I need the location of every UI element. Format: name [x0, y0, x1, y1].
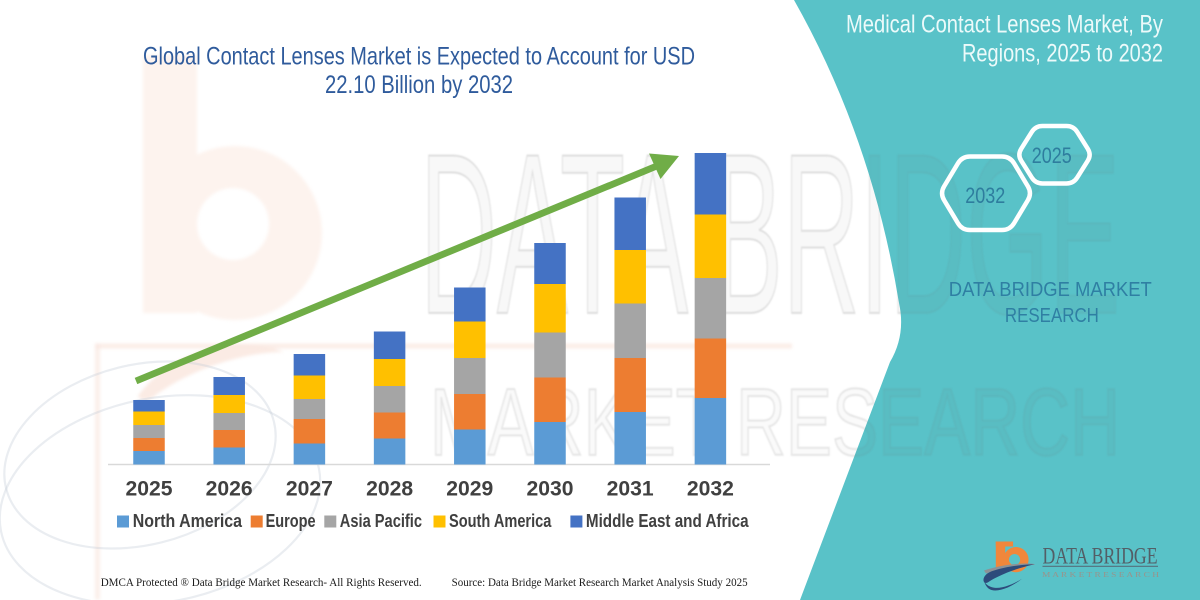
svg-text:DMCA Protected ® Data Bridge M: DMCA Protected ® Data Bridge Market Rese…: [101, 577, 422, 589]
svg-text:Source: Data Bridge Market Res: Source: Data Bridge Market Research Mark…: [452, 577, 748, 589]
svg-text:2030: 2030: [527, 478, 574, 501]
svg-text:North America: North America: [133, 511, 243, 531]
svg-text:Global Contact Lenses Market i: Global Contact Lenses Market is Expected…: [143, 43, 695, 71]
svg-text:2025: 2025: [1032, 143, 1072, 168]
svg-text:MARKET RESEARCH: MARKET RESEARCH: [430, 369, 1120, 476]
svg-text:Medical Contact Lenses Market,: Medical Contact Lenses Market, By: [846, 11, 1163, 39]
svg-text:2025: 2025: [126, 478, 173, 501]
svg-text:2032: 2032: [965, 183, 1005, 208]
svg-text:Asia Pacific: Asia Pacific: [340, 511, 422, 531]
svg-text:RESEARCH: RESEARCH: [1005, 305, 1099, 327]
svg-text:DATA BRIDGE MARKET: DATA BRIDGE MARKET: [949, 279, 1152, 301]
svg-text:DATA BRIDGE: DATA BRIDGE: [1043, 543, 1158, 568]
svg-text:2031: 2031: [607, 478, 654, 501]
svg-text:M A R K E T R E S E A R C H: M A R K E T R E S E A R C H: [1042, 570, 1160, 579]
svg-text:South America: South America: [449, 511, 552, 531]
svg-text:2029: 2029: [446, 478, 493, 501]
svg-text:22.10 Billion by 2032: 22.10 Billion by 2032: [325, 71, 513, 99]
svg-text:Regions, 2025 to 2032: Regions, 2025 to 2032: [962, 40, 1163, 68]
svg-text:2027: 2027: [286, 478, 333, 501]
svg-text:Middle East and Africa: Middle East and Africa: [586, 511, 750, 531]
svg-text:2026: 2026: [206, 478, 253, 501]
svg-text:2032: 2032: [687, 478, 734, 501]
svg-text:2028: 2028: [366, 478, 413, 501]
svg-text:Europe: Europe: [266, 511, 316, 531]
